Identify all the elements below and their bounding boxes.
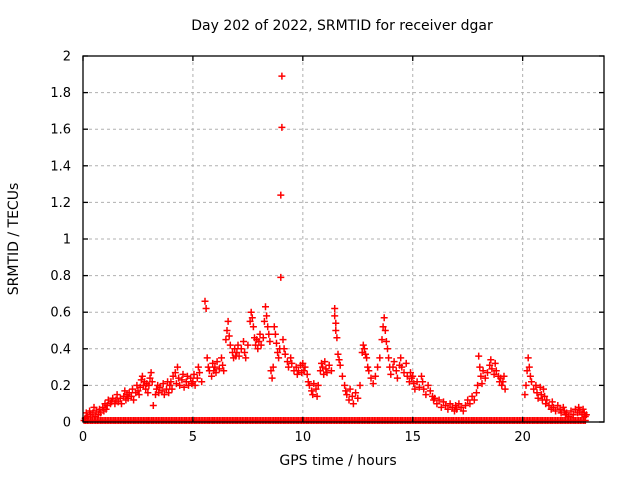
tick-labels: 0 5 10 15 20 0 0.2 0.4 0.6 0.8 1 1.2 1.4 1.6 1.8 2 [50,50,531,446]
gridlines [83,56,604,422]
x-axis-label: GPS time / hours [279,453,396,469]
y-tick-label: 0 [63,416,71,431]
x-tick-label: 20 [514,430,531,445]
y-tick-label: 1.4 [50,159,71,174]
x-tick-label: 0 [79,430,87,445]
axis-ticks [82,55,604,423]
scatter-points [81,72,590,422]
x-tick-label: 5 [189,430,197,445]
baseline-points [80,417,589,424]
y-tick-label: 0.4 [50,342,71,357]
y-tick-label: 1.2 [50,196,71,211]
data-points-layer [80,72,590,424]
y-tick-label: 2 [63,50,71,65]
y-tick-label: 0.8 [50,269,71,284]
chart-title: Day 202 of 2022, SRMTID for receiver dga… [191,18,493,34]
y-tick-label: 1 [63,233,71,248]
y-tick-label: 0.6 [50,306,71,321]
y-axis-label: SRMTID / TECUs [6,183,22,296]
y-tick-label: 1.8 [50,86,71,101]
y-tick-label: 0.2 [50,379,71,394]
x-tick-label: 10 [295,430,312,445]
x-tick-label: 15 [404,430,421,445]
y-tick-label: 1.6 [50,123,71,138]
